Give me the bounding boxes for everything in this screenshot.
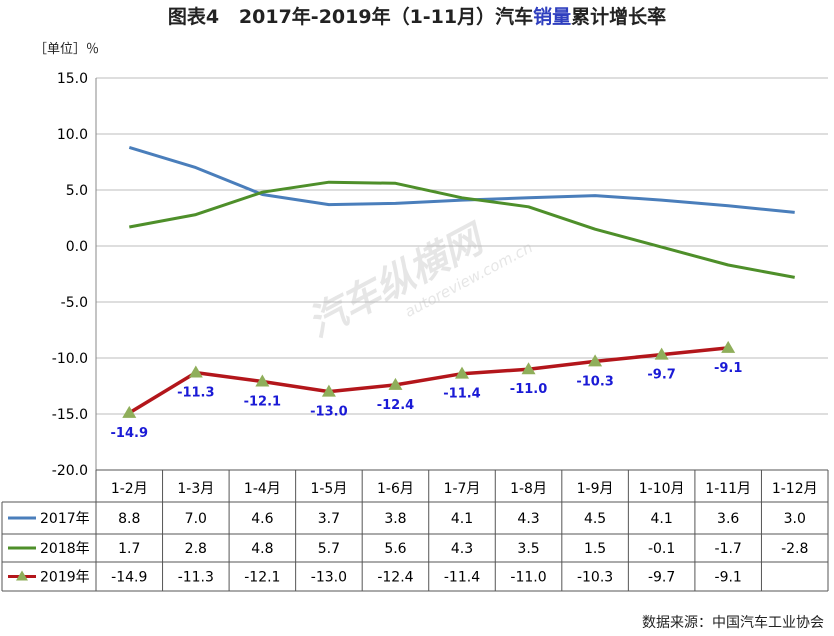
unit-label: ［单位］％: [34, 42, 100, 57]
data-label: -11.0: [510, 382, 547, 397]
data-point-marker: [721, 340, 736, 353]
legend-label: 2019年: [40, 570, 90, 586]
table-cell: 4.5: [584, 511, 606, 527]
table-cell: 3.6: [717, 511, 739, 527]
table-cell: 3.8: [384, 511, 406, 527]
data-label: -12.1: [244, 395, 281, 410]
line-chart: 15.0 10.0 5.0 0.0 -5.0 -10.0 -15.0 -20.0 1-2月 1-3…: [1, 71, 829, 592]
legend-label: 2017年: [40, 511, 90, 527]
y-tick-label: -15.0: [52, 407, 88, 423]
x-category-label: 1-11月: [705, 481, 751, 497]
x-category-label: 1-5月: [310, 481, 347, 497]
data-point-marker: [188, 365, 203, 378]
x-category-label: 1-10月: [639, 481, 685, 497]
table-cell: 4.3: [451, 541, 473, 557]
table-cell: 4.1: [651, 511, 673, 527]
table-cell: -9.1: [715, 570, 742, 586]
legend-marker: [16, 570, 28, 581]
x-category-label: 1-6月: [377, 481, 414, 497]
title-prefix: 图表4: [167, 6, 220, 28]
table-cell: -12.1: [244, 570, 280, 586]
table-cell: -10.3: [577, 570, 613, 586]
x-category-label: 1-8月: [510, 481, 547, 497]
data-point-marker: [255, 374, 270, 387]
y-tick-label: 5.0: [66, 183, 88, 199]
table-cell: 4.1: [451, 511, 473, 527]
x-category-label: 1-7月: [444, 481, 481, 497]
chart-title: 图表4 2017年-2019年（1-11月）汽车销量累计增长率: [0, 2, 834, 29]
table-cell: 2.8: [185, 541, 207, 557]
series-line-2017年: [128, 145, 795, 214]
table-cell: 4.6: [251, 511, 273, 527]
data-label: -9.1: [714, 361, 742, 376]
data-label: -11.3: [177, 386, 214, 401]
title-main: 2017年-2019年（1-11月）汽车: [238, 6, 534, 28]
table-cell: 3.7: [318, 511, 340, 527]
data-point-marker: [521, 362, 536, 375]
table-cell: -2.8: [781, 541, 808, 557]
legend-label: 2018年: [40, 541, 90, 557]
y-tick-label: 15.0: [57, 71, 88, 87]
data-point-marker: [321, 384, 336, 397]
table-cell: 8.8: [118, 511, 140, 527]
data-label: -14.9: [111, 426, 148, 441]
table-cell: -9.7: [648, 570, 675, 586]
table-cell: -13.0: [311, 570, 347, 586]
x-category-label: 1-2月: [111, 481, 148, 497]
data-source: 数据来源：中国汽车工业协会: [642, 615, 824, 631]
y-tick-label: -5.0: [61, 295, 88, 311]
x-category-label: 1-4月: [244, 481, 281, 497]
table-cell: -0.1: [648, 541, 675, 557]
y-tick-label: -20.0: [52, 463, 88, 479]
y-tick-label: 0.0: [66, 239, 88, 255]
table-cell: 3.5: [517, 541, 539, 557]
title-highlight: 销量: [533, 6, 572, 28]
series-line-2019年: [128, 346, 729, 415]
table-cell: -14.9: [111, 570, 147, 586]
x-category-label: 1-3月: [177, 481, 214, 497]
table-cell: 4.3: [517, 511, 539, 527]
table-cell: 5.7: [318, 541, 340, 557]
y-tick-label: -10.0: [52, 351, 88, 367]
table-cell: -11.4: [444, 570, 480, 586]
data-label: -13.0: [310, 405, 347, 420]
data-label: -11.4: [443, 387, 480, 402]
x-category-label: 1-12月: [772, 481, 818, 497]
data-label: -10.3: [576, 374, 613, 389]
table-cell: 7.0: [185, 511, 207, 527]
data-label: -12.4: [377, 398, 414, 413]
data-point-marker: [455, 366, 469, 379]
x-category-label: 1-9月: [577, 481, 614, 497]
data-label: -9.7: [647, 368, 675, 383]
table-cell: 1.7: [118, 541, 140, 557]
table-cell: -1.7: [715, 541, 742, 557]
data-point-marker: [654, 347, 669, 360]
data-point-marker: [388, 377, 403, 390]
table-cell: -11.3: [178, 570, 214, 586]
table-cell: 4.8: [251, 541, 273, 557]
table-cell: -12.4: [377, 570, 413, 586]
table-cell: 1.5: [584, 541, 606, 557]
table-cell: 5.6: [384, 541, 406, 557]
title-suffix: 累计增长率: [571, 6, 667, 28]
table-cell: -11.0: [510, 570, 546, 586]
series-line-2018年: [129, 180, 795, 279]
data-point-marker: [122, 405, 137, 418]
data-point-marker: [588, 354, 603, 367]
y-tick-label: 10.0: [57, 127, 88, 143]
table-cell: 3.0: [784, 511, 806, 527]
